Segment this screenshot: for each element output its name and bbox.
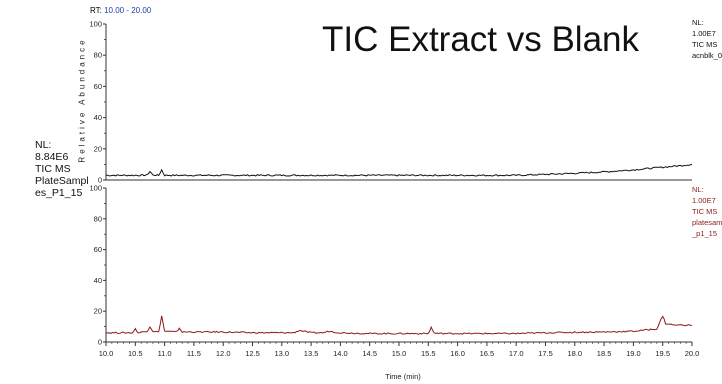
x-tick-label: 14.0 [333,349,348,358]
y-tick-label: 80 [94,51,102,60]
y-tick-label: 20 [94,144,102,153]
x-axis-label: Time (min) [385,372,421,381]
nl-line: 1.00E7 [692,196,716,205]
y-tick-label: 20 [94,307,102,316]
x-tick-label: 15.5 [421,349,436,358]
left-nl-line: PlateSampl [35,175,89,187]
x-tick-label: 17.0 [509,349,524,358]
rt-range-value: 10.00 - 20.00 [104,6,152,15]
panel-blank: 0 20 40 60 80 100 [89,20,693,185]
y-tick-label: 60 [94,82,102,91]
x-tick-label: 16.0 [450,349,465,358]
x-tick-label: 20.0 [685,349,700,358]
y-tick-label: 60 [94,245,102,254]
x-tick-label: 10.5 [128,349,143,358]
x-tick-label: 18.5 [597,349,612,358]
left-nl-label: NL: 8.84E6 TIC MS PlateSampl es_P1_15 [35,139,89,199]
y-tick-label: 40 [94,276,102,285]
nl-line: acnblk_03 [692,51,722,60]
x-tick-label: 12.5 [245,349,260,358]
left-nl-line: TIC MS [35,163,71,175]
slide-title: TIC Extract vs Blank [322,20,640,59]
left-nl-line: es_P1_15 [35,187,83,199]
x-tick-label: 10.0 [99,349,114,358]
nl-line: TIC MS [692,40,718,49]
x-tick-label: 14.5 [362,349,377,358]
y-tick-label: 0 [98,338,102,347]
x-tick-label: 13.0 [274,349,289,358]
x-tick-label: 19.0 [626,349,641,358]
x-tick-label: 17.5 [538,349,553,358]
nl-line: TIC MS [692,207,718,216]
y-tick-label: 40 [94,113,102,122]
x-axis: 10.0 10.5 11.0 11.5 12.0 12.5 13.0 13.5 14.0 14.5… [99,342,700,358]
nl-line: NL: [692,185,704,194]
x-tick-label: 15.0 [392,349,407,358]
left-nl-line: 8.84E6 [35,151,69,163]
rt-range-label: RT: 10.00 - 20.00 [90,6,151,15]
nl-line: _p1_15 [692,229,718,238]
nl-label-blank: NL: 1.00E7 TIC MS acnblk_03 [692,17,722,61]
left-nl-line: NL: [35,139,52,151]
nl-label-extract: NL: 1.00E7 TIC MS platesample _p1_15 [692,184,722,239]
x-tick-label: 16.5 [480,349,495,358]
x-tick-label: 12.0 [216,349,231,358]
y-tick-label: 0 [98,176,102,185]
series-line [105,163,693,177]
y-tick-label: 80 [94,214,102,223]
nl-line: NL: [692,18,704,27]
x-tick-label: 18.0 [567,349,582,358]
x-tick-label: 11.5 [187,349,201,358]
x-tick-label: 19.5 [655,349,670,358]
panel-extract: 0 20 40 60 80 100 [89,184,693,347]
y-tick-label: 100 [89,184,102,193]
x-tick-label: 11.0 [158,349,172,358]
y-tick-label: 100 [89,20,102,29]
series-line [105,315,693,335]
x-tick-label: 13.5 [304,349,319,358]
nl-line: 1.00E7 [692,29,716,38]
nl-line: platesample [692,218,722,227]
rt-prefix: RT: [90,6,102,15]
